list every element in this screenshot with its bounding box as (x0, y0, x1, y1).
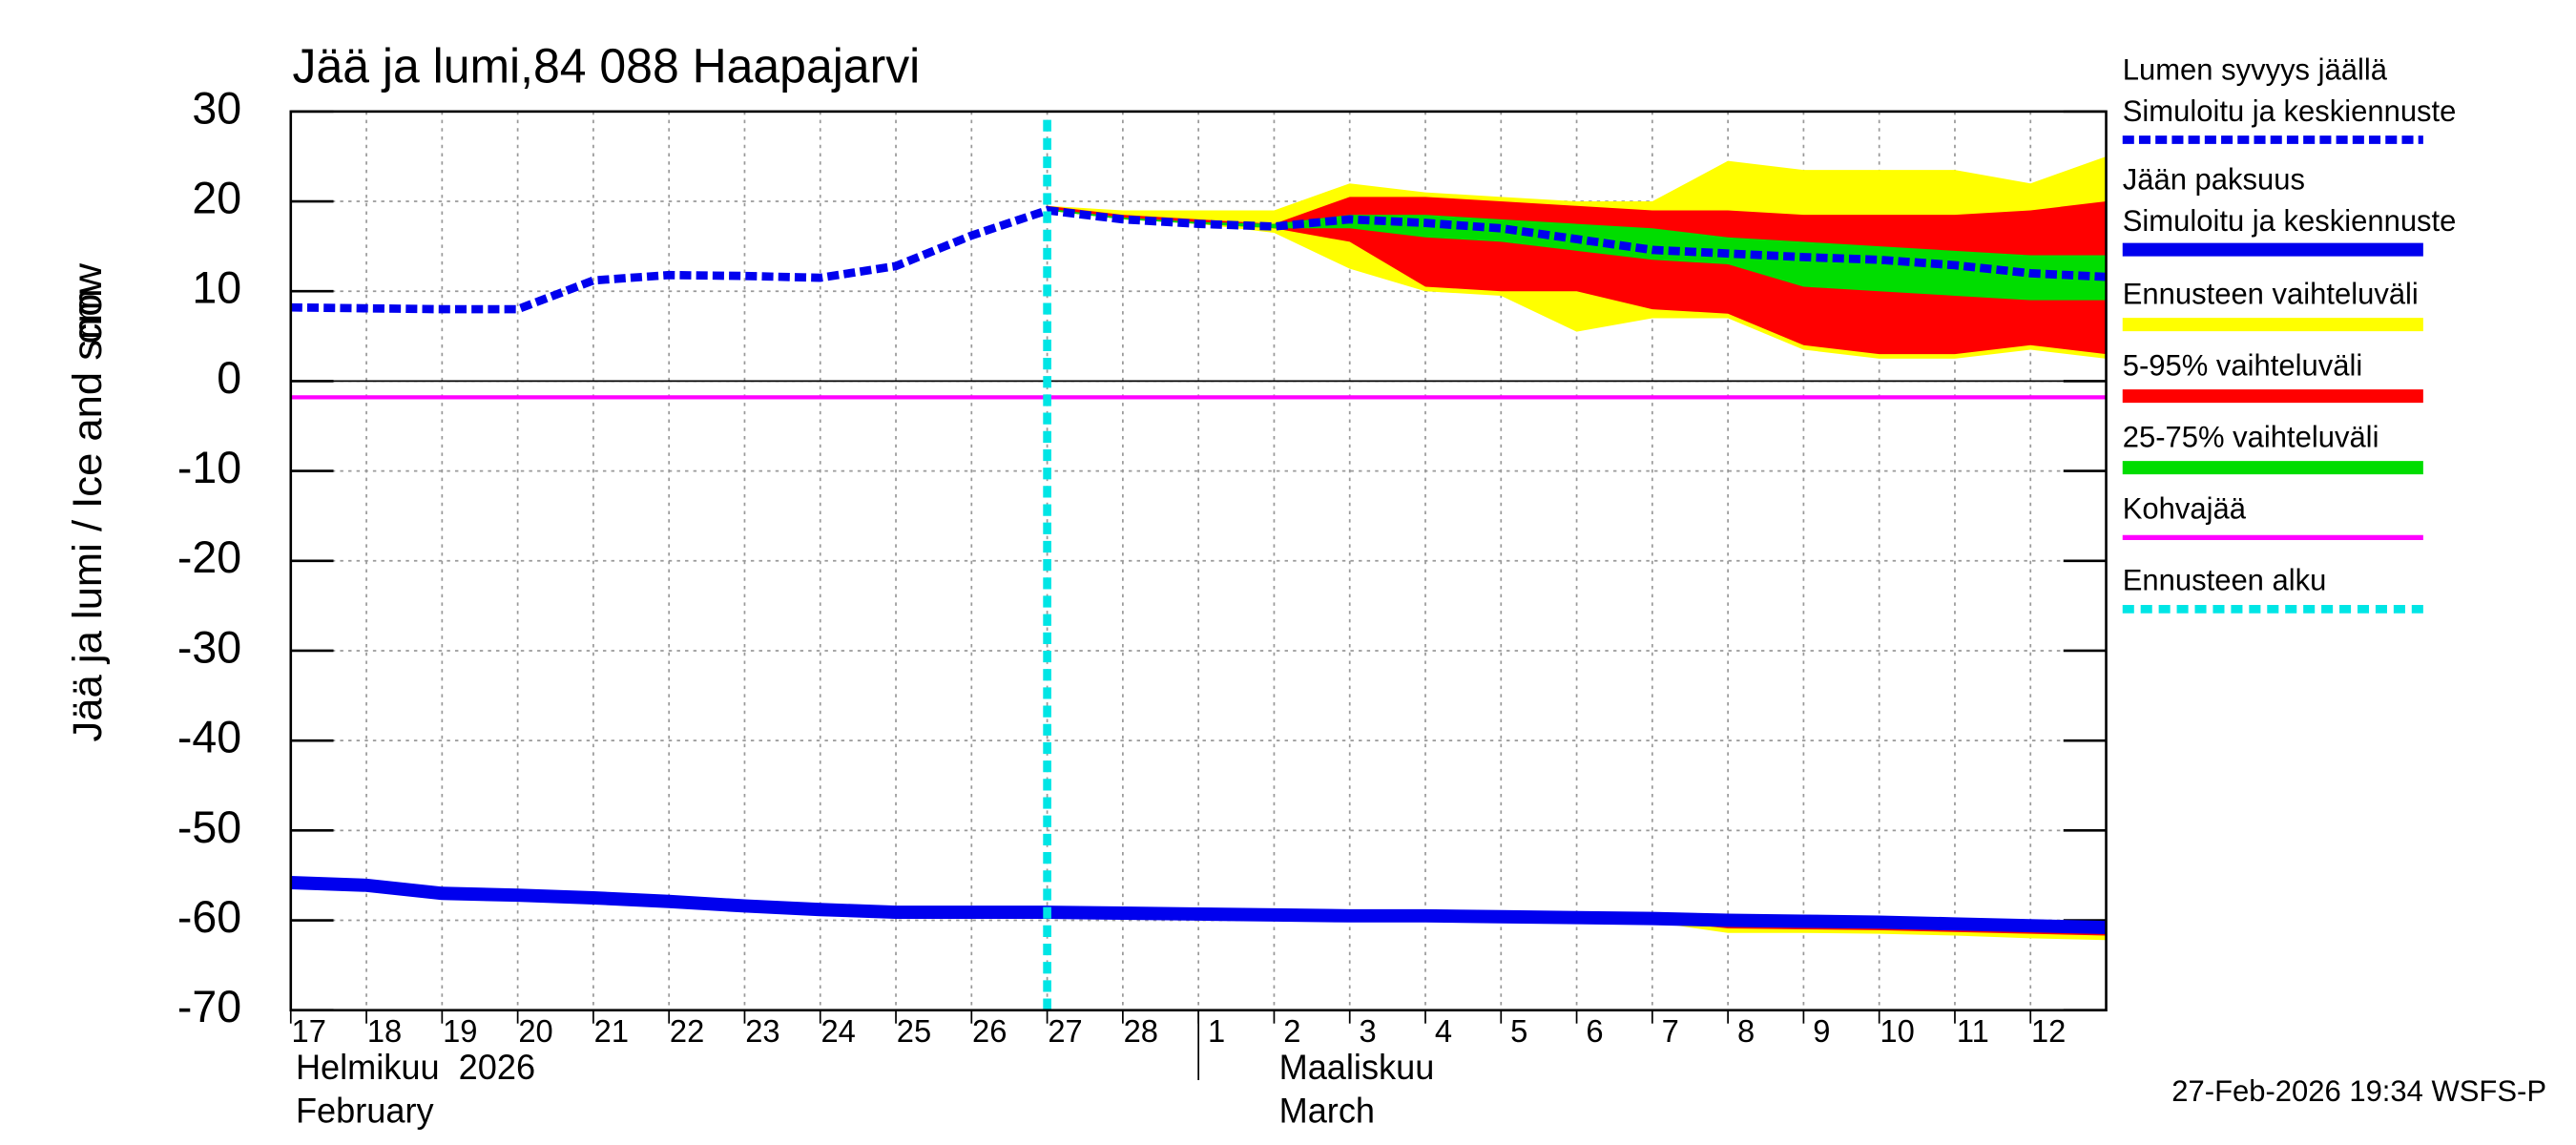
y-tick-label: 10 (192, 262, 241, 312)
series-line (290, 876, 2107, 935)
y-axis-label: Jää ja lumi / Ice and snow (65, 262, 111, 741)
x-tick-label: 17 (292, 1013, 326, 1049)
x-tick-label: 5 (1510, 1013, 1527, 1049)
forecast-band (1047, 197, 2107, 355)
series-line (290, 206, 2107, 314)
legend-label: Simuloitu ja keskiennuste (2123, 204, 2457, 238)
legend-label: Ennusteen alku (2123, 564, 2327, 597)
x-tick-label: 3 (1360, 1013, 1377, 1049)
legend-label: Ennusteen vaihteluväli (2123, 278, 2419, 311)
x-tick-label: 1 (1208, 1013, 1225, 1049)
x-tick-label: 4 (1435, 1013, 1452, 1049)
y-tick-label: -20 (177, 532, 241, 582)
x-tick-label: 23 (745, 1013, 779, 1049)
x-tick-label: 8 (1737, 1013, 1755, 1049)
x-tick-label: 10 (1880, 1013, 1914, 1049)
plot-frame (289, 110, 2108, 1012)
x-tick-label: 19 (443, 1013, 477, 1049)
x-tick-label: 26 (972, 1013, 1007, 1049)
legend-label: Kohvajää (2123, 492, 2247, 526)
y-axis-unit: cm (65, 288, 111, 344)
legend-label: 25-75% vaihteluväli (2123, 421, 2379, 454)
x-tick-label: 12 (2031, 1013, 2066, 1049)
x-tick-label: 21 (594, 1013, 629, 1049)
forecast-band (1047, 912, 2107, 936)
month-label: Maaliskuu (1279, 1048, 1435, 1087)
forecast-band (1047, 208, 2107, 301)
legend-label: Jään paksuus (2123, 162, 2305, 196)
month-label: March (1279, 1091, 1375, 1130)
x-tick-label: 24 (821, 1013, 856, 1049)
x-tick-label: 22 (670, 1013, 704, 1049)
x-tick-label: 9 (1813, 1013, 1830, 1049)
x-tick-label: 18 (367, 1013, 402, 1049)
y-tick-label: 30 (192, 83, 241, 133)
y-tick-label: -30 (177, 622, 241, 672)
legend-label: Lumen syvyys jäällä (2123, 52, 2388, 86)
y-tick-label: -70 (177, 982, 241, 1031)
timestamp: 27-Feb-2026 19:34 WSFS-P (2171, 1074, 2546, 1108)
legend-label: Simuloitu ja keskiennuste (2123, 94, 2457, 128)
month-label: Helmikuu 2026 (296, 1048, 535, 1087)
x-tick-label: 7 (1662, 1013, 1679, 1049)
y-tick-label: 0 (217, 353, 241, 403)
month-label: February (296, 1091, 434, 1130)
x-tick-label: 27 (1048, 1013, 1082, 1049)
y-tick-label: -50 (177, 802, 241, 852)
x-tick-label: 6 (1586, 1013, 1603, 1049)
y-tick-label: -60 (177, 892, 241, 942)
legend-label: 5-95% vaihteluväli (2123, 349, 2362, 383)
x-tick-label: 2 (1283, 1013, 1300, 1049)
x-tick-label: 11 (1957, 1013, 1989, 1049)
chart-title: Jää ja lumi,84 088 Haapajarvi (293, 39, 921, 93)
x-tick-label: 28 (1124, 1013, 1158, 1049)
y-tick-label: -10 (177, 443, 241, 492)
x-tick-label: 20 (518, 1013, 552, 1049)
y-tick-label: 20 (192, 173, 241, 222)
y-tick-label: -40 (177, 712, 241, 761)
x-tick-label: 25 (897, 1013, 931, 1049)
